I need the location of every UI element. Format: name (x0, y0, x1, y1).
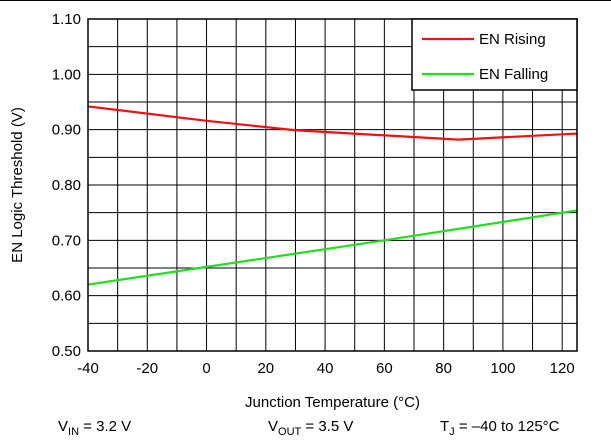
legend: EN Rising EN Falling (411, 18, 578, 91)
x-tick-label: 100 (490, 360, 515, 377)
x-tick-label: 120 (550, 360, 575, 377)
condition-vin-symbol: V (58, 418, 69, 435)
series-lines (87, 105, 578, 286)
condition-tj-symbol: T (440, 418, 450, 435)
condition-vout: VOUT = 3.5 V (268, 418, 353, 438)
legend-label-en-falling: EN Falling (479, 66, 548, 83)
y-tick-label: 0.50 (52, 343, 81, 360)
x-tick-label: 40 (317, 360, 334, 377)
legend-box (411, 18, 578, 91)
y-tick-label: 1.00 (52, 66, 81, 83)
condition-vout-symbol: V (268, 418, 279, 435)
y-tick-label: 1.10 (52, 11, 81, 28)
condition-vin-value: = 3.2 V (79, 418, 132, 435)
x-tick-label: 80 (435, 360, 452, 377)
x-tick-label: 20 (257, 360, 274, 377)
x-tick-label: 60 (376, 360, 393, 377)
x-tick-label: -20 (136, 360, 158, 377)
x-axis-label: Junction Temperature (°C) (245, 394, 420, 411)
condition-vout-value: = 3.5 V (301, 418, 354, 435)
y-tick-label: 0.70 (52, 232, 81, 249)
condition-tj: TJ = –40 to 125°C (440, 418, 560, 438)
condition-vout-sub: OUT (278, 426, 302, 438)
y-tick-label: 0.60 (52, 288, 81, 305)
condition-tj-value: = –40 to 125°C (454, 418, 560, 435)
condition-vin-sub: IN (68, 426, 80, 438)
y-tick-label: 0.80 (52, 177, 81, 194)
y-axis-label: EN Logic Threshold (V) (9, 107, 26, 263)
condition-vin: VIN = 3.2 V (58, 418, 131, 438)
series-line-en-rising (87, 105, 578, 141)
condition-tj-sub: J (449, 426, 455, 438)
top-rule (0, 0, 611, 1)
tick-labels: -40 -20 0 20 40 60 80 100 120 0.50 0.60 0.70 0.80 0.9… (52, 11, 575, 377)
series-line-en-falling (87, 209, 578, 286)
plot-frame (87, 18, 578, 352)
x-tick-label: -40 (77, 360, 99, 377)
y-tick-label: 0.90 (52, 122, 81, 139)
x-tick-label: 0 (202, 360, 210, 377)
legend-label-en-rising: EN Rising (479, 31, 546, 48)
